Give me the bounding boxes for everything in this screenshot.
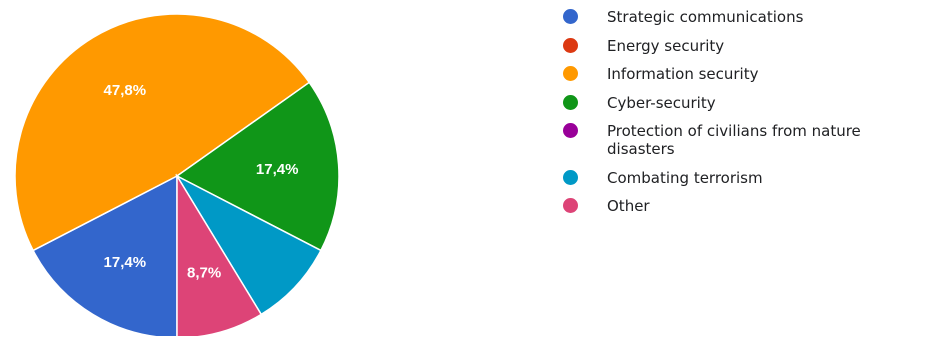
legend-swatch	[563, 123, 578, 138]
legend-item: Information security	[563, 65, 923, 83]
pie-slice-2	[14, 13, 311, 252]
legend-swatch	[563, 94, 578, 110]
legend-item: Protection of civilians from nature disa…	[563, 122, 923, 158]
legend-swatch	[563, 169, 578, 185]
legend-item: Other	[563, 197, 923, 215]
slice-data-label-2: 47,8%	[104, 82, 147, 99]
legend-label: Combating terrorism	[607, 168, 763, 187]
legend-label: Energy security	[607, 36, 725, 55]
slice-data-label-3: 17,4%	[256, 161, 299, 178]
pie-slice-3	[175, 81, 340, 252]
legend-label: Strategic communications	[607, 8, 804, 26]
legend-label: Other	[607, 197, 650, 215]
chart-legend: Strategic communications Energy security I…	[563, 8, 923, 226]
legend-item: Strategic communications	[563, 8, 923, 26]
legend-item: Cyber-security	[563, 94, 923, 112]
legend-swatch	[563, 37, 578, 53]
pie-slice-5	[174, 174, 322, 316]
legend-swatch	[563, 9, 578, 24]
slice-data-label-0: 17,4%	[104, 254, 147, 271]
legend-label: Cyber-security	[607, 93, 716, 112]
legend-item: Combating terrorism	[563, 169, 923, 187]
legend-swatch	[563, 66, 578, 81]
pie-chart: 17,4% 47,8% 17,4% 8,7%	[14, 13, 340, 339]
legend-label: Protection of civilians from nature disa…	[607, 122, 861, 158]
slice-data-label-6: 8,7%	[187, 265, 221, 282]
pie-chart-area: 17,4% 47,8% 17,4% 8,7%	[14, 13, 340, 339]
legend-label: Information security	[607, 65, 759, 83]
legend-swatch	[563, 198, 578, 213]
legend-item: Energy security	[563, 37, 923, 55]
